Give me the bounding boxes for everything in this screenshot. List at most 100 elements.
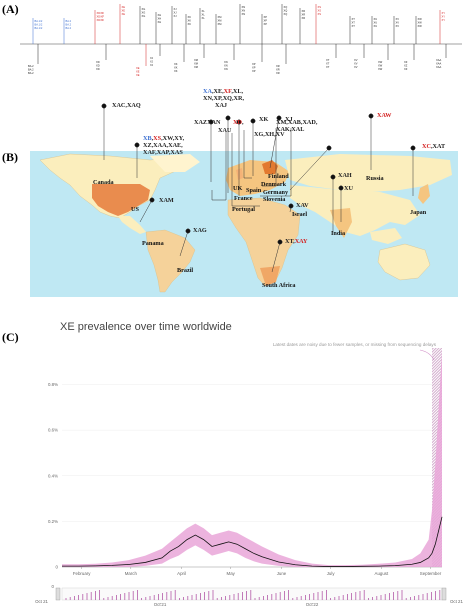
panel-label-c: (C) — [2, 330, 19, 344]
timeline-label: XL — [202, 16, 206, 20]
timeline-label: XW — [418, 17, 423, 21]
continent-south-america — [145, 229, 196, 293]
timeline-label: XV — [396, 21, 400, 25]
timeline-label: XZ — [404, 64, 408, 68]
marker-israel — [288, 203, 294, 209]
timeline-label: XV — [354, 58, 358, 62]
timeline-label: XM — [218, 22, 222, 26]
variant-label-xn-list: XN,XP,XQ,XR, — [203, 95, 244, 102]
variant-label-xaf-list: XAF,XAP,XAS — [143, 149, 183, 156]
timeline-label: XN — [224, 67, 228, 71]
timeline-label: XM — [218, 19, 222, 23]
marker-india-2 — [338, 185, 344, 191]
variant-label-xaz-xan: XAZXAN — [194, 119, 221, 126]
timeline-label: XD — [96, 64, 100, 68]
variant-label-xam: XAM — [159, 197, 174, 204]
timeline-label: XG — [142, 7, 146, 11]
continent-southeast-asia — [370, 228, 402, 244]
marker-india — [330, 174, 336, 180]
country-label-finland: Finland — [268, 173, 289, 180]
timeline-label: XH — [158, 17, 162, 21]
timeline-label: XJ — [150, 56, 154, 60]
region-south-africa — [260, 266, 280, 286]
timeline-label: XG — [142, 14, 146, 18]
x-tick-label: April — [177, 571, 186, 576]
timeline-label: BA.2 — [28, 64, 34, 68]
variant-label-xav: XAV — [296, 202, 309, 209]
timeline-label: XY — [442, 18, 446, 22]
variant-timeline: BA.1/2BA.1/2BA.1/2BA.2BA.2BA.2XD/XFXD/XF… — [20, 4, 462, 77]
x-tick-label: July — [327, 571, 336, 576]
continent-greenland — [150, 154, 200, 172]
timeline-label: BA.1/2 — [35, 23, 43, 27]
timeline-label: XR — [276, 71, 280, 75]
timeline-label: BA.2 — [66, 26, 72, 30]
leader-panama — [139, 199, 153, 223]
timeline-label: XD/XF — [97, 11, 105, 15]
timeline-label: BA.2 — [28, 71, 34, 75]
marker-slovenia — [326, 145, 332, 151]
timeline-label: XK — [174, 62, 178, 66]
timeline-label: XD — [96, 60, 100, 64]
brush-right-label: Oct 21 — [450, 599, 463, 604]
timeline-label: XM — [218, 15, 222, 19]
timeline-label: XN — [224, 64, 228, 68]
timeline-label: XS — [318, 9, 322, 13]
timeline-label: XU — [374, 24, 378, 28]
country-label-us: US — [131, 206, 139, 213]
leader-brazil — [179, 230, 189, 257]
country-label-spain: Spain — [246, 187, 262, 194]
y-tick-label: 0.8% — [48, 382, 58, 387]
timeline-label: XL — [202, 13, 206, 17]
country-label-denmark: Denmark — [261, 181, 287, 188]
timeline-label: XV — [396, 17, 400, 21]
timeline-label: XR — [302, 13, 306, 17]
marker-japan — [410, 145, 416, 151]
marker-uk — [208, 119, 214, 125]
country-label-russia: Russia — [366, 175, 384, 182]
timeline-label: XM — [194, 62, 198, 66]
y-tick-label: 0 — [56, 565, 59, 570]
timeline-label: XT — [326, 62, 330, 66]
variant-label-xac-xaq: XAC,XAQ — [112, 102, 141, 109]
timeline-label: XM — [194, 58, 198, 62]
brush-handle-left[interactable] — [55, 587, 61, 601]
prevalence-line — [62, 516, 443, 567]
timeline-label: XV — [354, 62, 358, 66]
timeline-label: XQ — [284, 9, 288, 13]
marker-panama — [149, 197, 155, 203]
timeline-label: XR — [276, 68, 280, 72]
timeline-label: XT — [326, 58, 330, 62]
timeline-label: XJ — [174, 7, 178, 11]
variant-label-xah: XAH — [338, 172, 352, 179]
country-label-japan: Japan — [410, 209, 427, 216]
leader-finland — [269, 117, 280, 169]
marker-brazil — [185, 228, 191, 234]
timeline-label: XQ — [284, 12, 288, 16]
map-leader-lines — [101, 103, 416, 273]
timeline-label: XW — [378, 67, 383, 71]
variant-label-xg-xv: XG,XH,XV — [254, 131, 285, 138]
continent-russia — [285, 154, 452, 192]
timeline-label: XAA — [436, 58, 441, 62]
timeline-label: XE — [122, 5, 126, 9]
variant-label-xu: XU — [344, 185, 353, 192]
variant-label-xt-xay: XT,XAY — [285, 238, 308, 245]
timeline-label: XT — [326, 65, 330, 69]
timeline-label: BA.1/2 — [35, 19, 43, 23]
timeline-label: XK — [188, 15, 192, 19]
brush-handle-right[interactable] — [441, 587, 447, 601]
marker-france — [236, 119, 242, 125]
panel-label-b: (B) — [2, 150, 18, 164]
timeline-label: XP — [264, 19, 268, 23]
region-us — [92, 184, 150, 216]
panel-label-a: (A) — [2, 2, 19, 16]
timeline-label: XW — [378, 60, 383, 64]
country-label-germany: Germany — [263, 189, 289, 196]
prevalence-chart: 0 0.2% 0.4% 0.6% 0.8% February March April May Ju… — [35, 342, 463, 607]
y-tick-label: 0.4% — [48, 473, 58, 478]
variant-label-xd: XD, — [233, 119, 244, 126]
country-label-brazil: Brazil — [177, 267, 193, 274]
note-arrow — [419, 349, 435, 361]
